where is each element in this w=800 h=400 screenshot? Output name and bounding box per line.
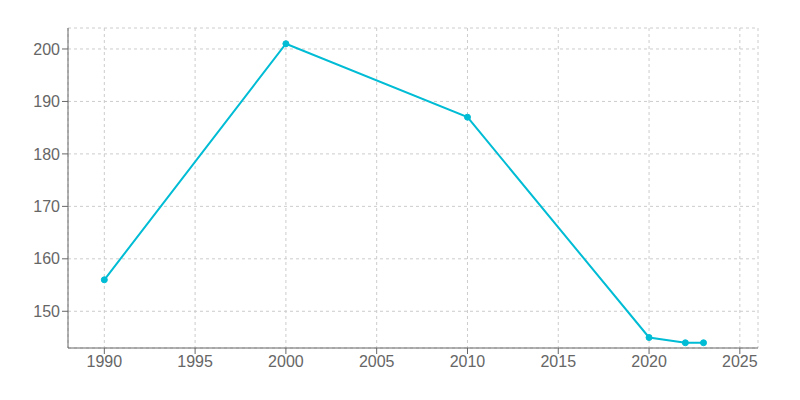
svg-text:200: 200 (33, 41, 60, 58)
svg-text:2025: 2025 (722, 353, 758, 370)
svg-text:1995: 1995 (177, 353, 213, 370)
svg-text:2020: 2020 (631, 353, 667, 370)
svg-text:160: 160 (33, 250, 60, 267)
svg-text:1990: 1990 (87, 353, 123, 370)
svg-text:170: 170 (33, 198, 60, 215)
svg-text:190: 190 (33, 93, 60, 110)
svg-text:2015: 2015 (540, 353, 576, 370)
svg-text:2010: 2010 (450, 353, 486, 370)
svg-text:2005: 2005 (359, 353, 395, 370)
svg-text:2000: 2000 (268, 353, 304, 370)
svg-text:180: 180 (33, 146, 60, 163)
svg-text:150: 150 (33, 303, 60, 320)
